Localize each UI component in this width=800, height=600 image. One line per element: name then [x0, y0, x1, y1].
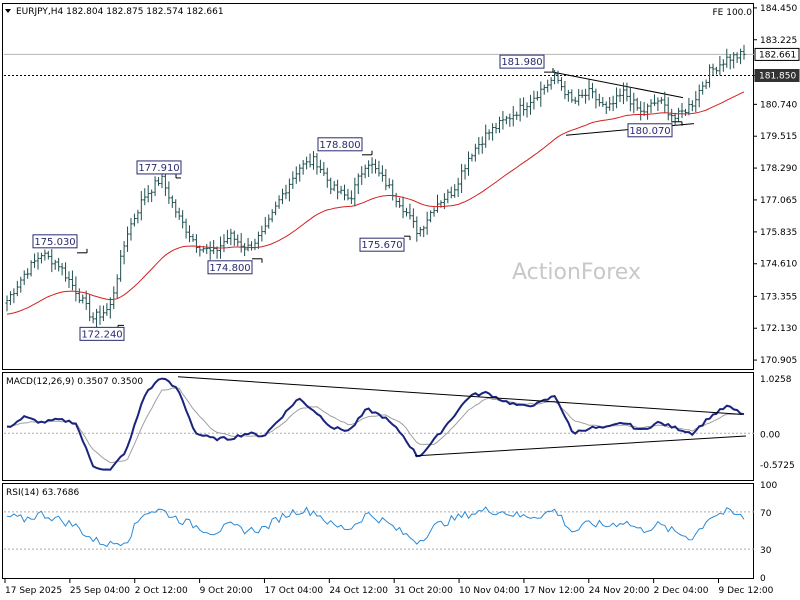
swing-label: 177.910 [138, 163, 179, 174]
swing-label: 172.240 [81, 329, 122, 340]
price-tick-label: 180.740 [760, 100, 797, 110]
rsi-header: RSI(14) 63.7686 [6, 488, 79, 498]
macd-main-line [6, 377, 745, 471]
watermark-layer: ActionForex [512, 260, 641, 285]
swing-label: 180.070 [629, 126, 670, 137]
time-tick-label: 10 Nov 04:00 [459, 586, 520, 596]
rsi-panel-frame [2, 483, 754, 579]
macd-signal-line [6, 387, 745, 464]
macd-panel-frame [2, 372, 754, 481]
rsi-tick-label: 100 [760, 481, 777, 491]
time-tick-label: 24 Oct 12:00 [329, 586, 388, 596]
wedge-upper-trendline [552, 71, 684, 99]
moving-average-line [6, 91, 745, 315]
rsi-tick-label: 70 [760, 509, 772, 519]
collapse-triangle-icon[interactable] [5, 9, 11, 13]
price-tick-label: 173.355 [760, 292, 797, 302]
macd-tick-label: -0.5725 [760, 461, 795, 471]
symbol-header: EURJPY,H4 182.804 182.875 182.574 182.66… [16, 7, 224, 17]
axis-labels: 184.450 183.225 181.850 180.740 179.515 178.2… [4, 4, 800, 596]
swing-label: 174.800 [209, 263, 250, 274]
swing-label-box [499, 54, 545, 69]
time-tick-label: 2 Oct 12:00 [135, 586, 188, 596]
price-overlays [4, 53, 754, 136]
time-tick-label: 17 Sep 2025 [5, 586, 62, 596]
time-tick-label: 9 Oct 20:00 [200, 586, 253, 596]
rsi-layer [4, 506, 754, 550]
price-tick-label: 170.905 [760, 356, 797, 366]
price-tick-label: 175.835 [760, 228, 797, 238]
macd-layer [4, 376, 754, 471]
price-tick-label: 174.610 [760, 260, 797, 270]
watermark: ActionForex [512, 260, 641, 285]
swing-label-box [79, 326, 125, 341]
time-tick-label: 31 Oct 20:00 [394, 586, 453, 596]
swing-label: 175.030 [34, 237, 75, 248]
rsi-line [6, 506, 745, 548]
price-tick-label: 172.130 [760, 324, 797, 334]
swing-label-box [627, 123, 673, 138]
macd-header: MACD(12,26,9) 0.3507 0.3500 [6, 377, 143, 387]
swing-label-box [207, 260, 253, 275]
swing-annotations: 175.030 172.240 177.910 174.800 178.800 175.6… [32, 54, 683, 341]
swing-label: 175.670 [361, 240, 402, 251]
price-panel-frame [2, 3, 754, 370]
moving-average-layer [6, 91, 745, 315]
price-tick-label: 178.290 [760, 164, 797, 174]
price-tick-label: 179.515 [760, 132, 797, 142]
price-tick-label: 177.065 [760, 196, 797, 206]
macd-tick-label: 0.00 [760, 430, 780, 440]
fe-label: FE 100.0 [713, 8, 753, 18]
price-tick-label: 183.225 [760, 36, 797, 46]
macd-tick-label: 1.0258 [760, 375, 792, 385]
time-tick-label: 25 Sep 04:00 [70, 586, 130, 596]
time-tick-label: 2 Dec 04:00 [654, 586, 709, 596]
price-badge [754, 47, 800, 61]
candles [5, 44, 746, 328]
macd-lower-trendline [414, 435, 747, 457]
price-badge [754, 69, 800, 82]
macd-upper-trendline [177, 376, 743, 415]
price-badge-label: 182.661 [759, 50, 796, 60]
rsi-tick-label: 30 [760, 546, 772, 556]
swing-label-box [359, 237, 405, 252]
price-badge-label: 181.850 [759, 72, 796, 82]
swing-label-box [317, 137, 363, 152]
swing-label: 181.980 [501, 57, 542, 68]
time-tick-label: 9 Dec 12:00 [719, 586, 774, 596]
swing-label: 178.800 [319, 140, 360, 151]
time-tick-label: 17 Nov 12:00 [524, 586, 585, 596]
time-tick-label: 24 Nov 20:00 [589, 586, 650, 596]
swing-label-box [136, 160, 182, 175]
rsi-tick-label: 0 [760, 574, 766, 584]
price-tick-label: 184.450 [760, 4, 797, 14]
time-tick-label: 17 Oct 04:00 [264, 586, 323, 596]
swing-label-box [32, 234, 78, 249]
